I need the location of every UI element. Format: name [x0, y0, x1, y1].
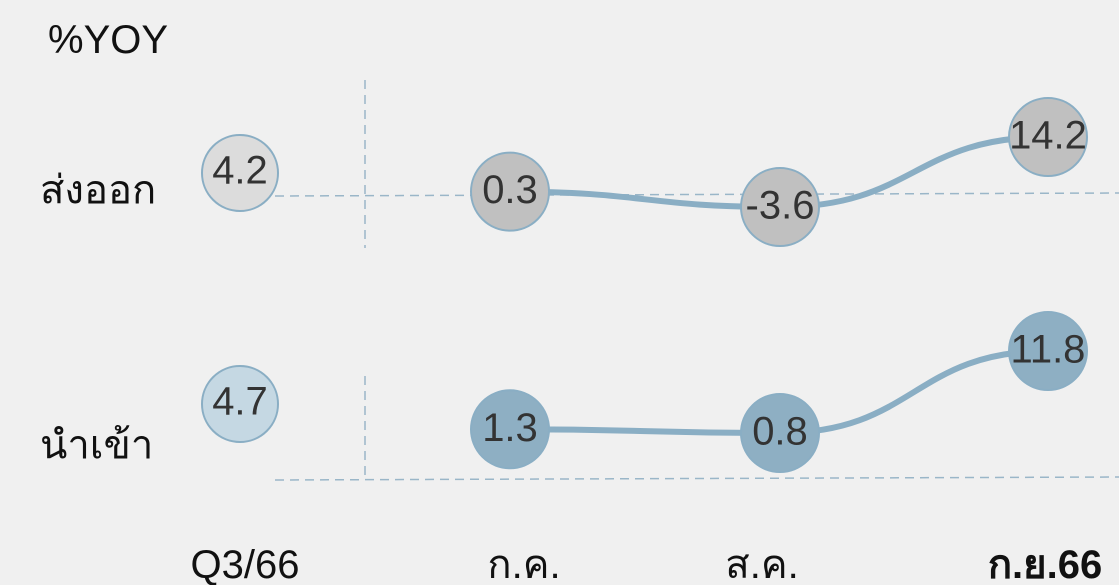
data-label: 14.2: [1009, 114, 1087, 158]
x-axis-ticks: Q3/66 ก.ค. ส.ค. ก.ย.66: [191, 543, 1103, 585]
data-point: [470, 389, 550, 470]
series-row-1: นำเข้า 4.7 1.3 0.8 11.8: [40, 311, 1119, 481]
data-point: [1008, 311, 1088, 391]
series-label: นำเข้า: [40, 424, 153, 468]
data-label: -3.6: [746, 184, 815, 228]
data-point: [740, 393, 820, 473]
data-label: 0.3: [482, 168, 538, 212]
data-label: 1.3: [482, 406, 538, 450]
dashed-baseline: [274, 192, 1119, 197]
data-point: [470, 151, 550, 232]
dashed-baseline: [274, 476, 1119, 481]
summary-value-label: 4.7: [212, 380, 268, 424]
data-label: 11.8: [1011, 328, 1086, 372]
x-tick-label: ก.ย.66: [988, 543, 1102, 585]
chart-rows: ส่งออก 4.2 0.3 -3.6 14.2 นำเข้า 4.7 1.3 0.8 11.8: [40, 80, 1119, 481]
series-label: ส่งออก: [40, 169, 156, 213]
x-tick-label: ส.ค.: [725, 543, 798, 585]
summary-bubble: [201, 134, 279, 212]
data-label: 0.8: [752, 410, 808, 454]
x-tick-label: ก.ค.: [487, 543, 560, 585]
unit-label: %YOY: [48, 18, 168, 62]
data-point: [740, 167, 820, 247]
summary-value-label: 4.2: [212, 149, 268, 193]
x-tick-label: Q3/66: [191, 543, 300, 585]
summary-bubble: [201, 365, 279, 443]
data-point: [1008, 97, 1088, 177]
series-row-0: ส่งออก 4.2 0.3 -3.6 14.2: [40, 80, 1119, 248]
